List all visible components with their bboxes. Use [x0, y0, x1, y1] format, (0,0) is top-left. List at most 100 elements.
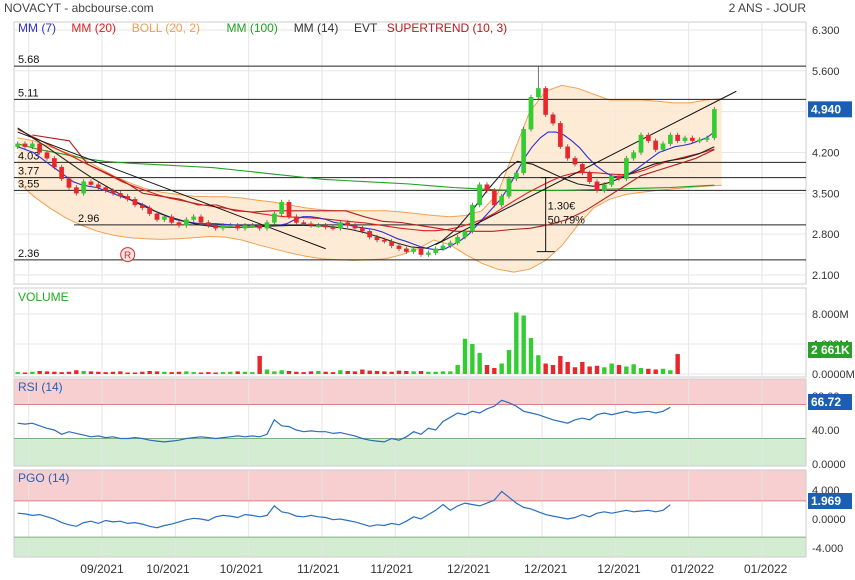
candle-up [191, 216, 197, 220]
chart-title: NOVACYT - abcbourse.com [4, 1, 154, 15]
candle-down [37, 143, 43, 153]
volume-bar [118, 371, 123, 374]
candle-down [543, 88, 549, 115]
volume-bar [154, 371, 160, 374]
candle-down [345, 222, 351, 226]
rsi-title: RSI (14) [18, 380, 63, 394]
candle-down [132, 199, 138, 206]
volume-bar [88, 371, 94, 374]
volume-bar [653, 369, 658, 374]
y-tick-label: 4.200 [812, 148, 840, 160]
candle-down [169, 216, 175, 223]
volume-bar [242, 371, 248, 374]
candle-up [242, 225, 248, 229]
candle-down [51, 158, 57, 168]
last-value-label: 2 661K [811, 343, 850, 357]
volume-bar [140, 371, 145, 374]
candle-down [645, 134, 651, 141]
x-tick-label: 09/2021 [80, 562, 124, 576]
x-tick-label: 01/2022 [671, 562, 715, 576]
candle-up [513, 172, 519, 179]
candle-up [601, 184, 607, 191]
price-level-label: 3.55 [18, 178, 39, 190]
volume-bar [675, 354, 680, 374]
volume-bar [147, 371, 152, 374]
candle-up [183, 219, 189, 226]
x-tick-label: 12/2021 [524, 562, 568, 576]
candle-down [117, 193, 123, 197]
pgo-lower-zone [14, 537, 806, 557]
volume-bar [81, 371, 86, 374]
volume-bar [352, 371, 358, 374]
volume-bar [22, 372, 28, 374]
candle-down [125, 196, 131, 200]
volume-bar [345, 371, 350, 374]
candle-down [396, 245, 402, 249]
candle-up [469, 204, 475, 232]
candle-down [235, 225, 241, 229]
pgo-title: PGO (14) [18, 471, 69, 485]
volume-bar [550, 365, 556, 374]
volume-bar [316, 371, 321, 374]
candle-down [323, 225, 329, 228]
candle-down [594, 181, 600, 191]
y-tick-label: 0.0000 [812, 459, 846, 471]
candle-up [682, 137, 688, 141]
candle-down [381, 239, 387, 242]
candle-down [154, 213, 160, 220]
volume-bar [484, 365, 490, 374]
candle-up [29, 143, 35, 147]
candle-up [499, 196, 505, 206]
volume-bar [360, 369, 365, 374]
candle-down [359, 228, 365, 232]
candle-down [95, 184, 101, 188]
candle-up [81, 181, 87, 194]
supertrend-line [32, 134, 715, 232]
volume-bar [323, 371, 328, 374]
legend-item: SUPERTREND (10, 3) [387, 21, 507, 35]
candle-up [697, 139, 703, 142]
volume-bar [514, 312, 519, 374]
candle-down [484, 184, 490, 191]
volume-bar [191, 372, 196, 374]
price-level-label: 5.11 [18, 87, 39, 99]
candle-up [227, 225, 233, 228]
candle-down [139, 204, 145, 209]
candle-up [623, 158, 629, 179]
volume-bar [565, 362, 570, 374]
volume-bar [448, 371, 453, 374]
candle-down [653, 140, 659, 150]
volume-title: VOLUME [18, 290, 69, 304]
candle-down [301, 222, 307, 225]
candle-down [579, 164, 585, 174]
volume-bar [250, 372, 255, 374]
volume-bar [308, 371, 314, 374]
volume-bar [74, 370, 79, 374]
candle-up [455, 236, 461, 244]
x-tick-label: 11/2021 [370, 562, 413, 576]
volume-bar [455, 365, 460, 374]
volume-bar [411, 371, 416, 374]
candle-down [286, 201, 292, 217]
candle-down [66, 178, 72, 188]
y-tick-label: 6.300 [812, 25, 840, 37]
x-tick-label: 10/2021 [220, 562, 264, 576]
candle-down [44, 152, 50, 159]
candle-down [73, 187, 79, 194]
candle-up [279, 201, 285, 214]
volume-bar [206, 372, 211, 374]
volume-bar [587, 366, 592, 374]
x-axis: 09/2021 10/2021 10/2021 11/2021 11/2021 12/20… [80, 562, 787, 576]
volume-bar [220, 372, 226, 374]
candle-up [528, 96, 534, 130]
volume-bar [330, 372, 336, 374]
volume-bar [543, 363, 548, 374]
y-tick-label: 0.0000 [812, 514, 846, 526]
candle-up [462, 231, 468, 238]
volume-bar [257, 356, 262, 374]
volume-bar [264, 369, 270, 374]
candle-up [704, 137, 710, 140]
price-panel: 6.3005.6004.9004.2003.5002.8002.1005.685… [13, 21, 852, 285]
volume-bar [103, 372, 108, 374]
legend-item: MM (7) [18, 21, 56, 35]
